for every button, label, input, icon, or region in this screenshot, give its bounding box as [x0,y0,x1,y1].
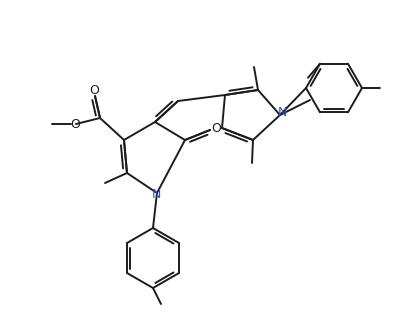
Text: O: O [211,123,221,135]
Text: N: N [278,106,287,119]
Text: O: O [70,117,80,130]
Text: N: N [151,187,161,201]
Text: O: O [89,83,99,96]
